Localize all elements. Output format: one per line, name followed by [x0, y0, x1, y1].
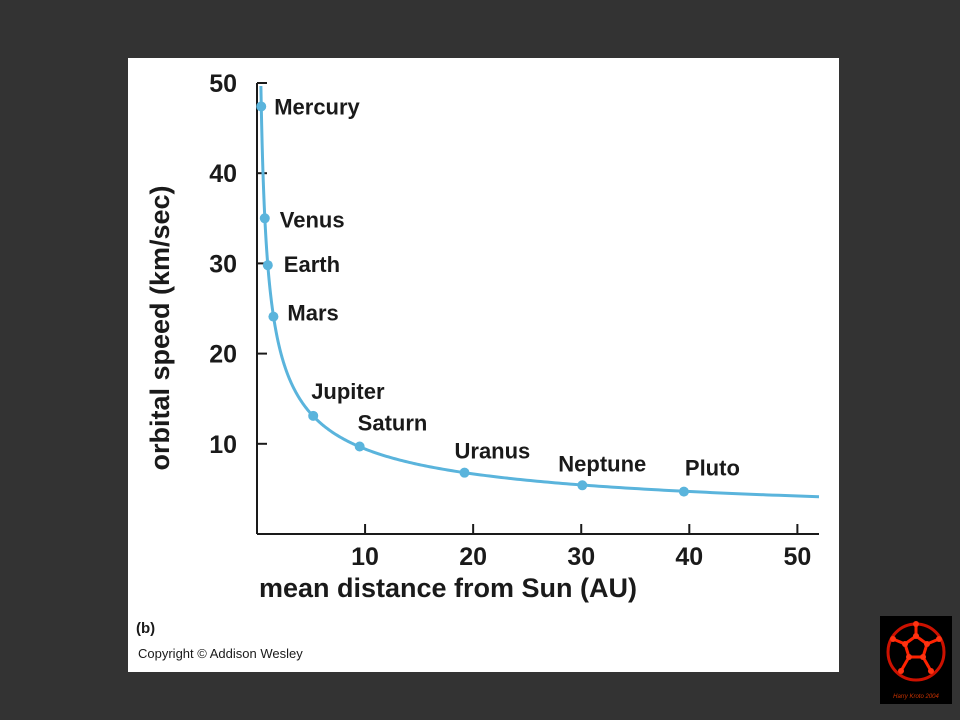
y-axis-title: orbital speed (km/sec)	[145, 185, 175, 470]
planet-labels: Mercury Venus Earth Mars Jupiter Saturn Uranus…	[274, 94, 740, 480]
figure-panel: 10 20 30 40 50 10 20 30 40 50 Mercury Venus Earth Ma…	[128, 58, 839, 672]
point-saturn	[354, 441, 365, 452]
point-jupiter	[308, 410, 319, 421]
point-venus	[259, 213, 270, 224]
label-saturn: Saturn	[358, 411, 428, 436]
x-tick-label: 20	[459, 543, 487, 571]
point-uranus	[459, 467, 470, 478]
orbital-speed-curve	[259, 85, 820, 499]
label-mars: Mars	[287, 301, 338, 326]
copyright-text: Copyright © Addison Wesley	[138, 646, 303, 661]
orbital-speed-chart: 10 20 30 40 50 10 20 30 40 50 Mercury Venus Earth Ma…	[145, 70, 820, 603]
label-neptune: Neptune	[558, 451, 646, 476]
y-tick-label: 10	[209, 431, 237, 459]
label-mercury: Mercury	[274, 94, 360, 119]
chart-axes	[256, 83, 819, 535]
label-pluto: Pluto	[685, 456, 740, 481]
label-jupiter: Jupiter	[311, 379, 385, 404]
x-axis-title: mean distance from Sun (AU)	[259, 573, 637, 603]
logo-caption: Harry Kroto 2004	[893, 694, 939, 700]
buckyball-icon	[886, 621, 946, 682]
chart-ticks: 10 20 30 40 50 10 20 30 40 50	[209, 70, 811, 571]
x-tick-label: 50	[783, 543, 811, 571]
x-tick-label: 30	[567, 543, 595, 571]
label-uranus: Uranus	[455, 439, 531, 464]
y-tick-label: 50	[209, 70, 237, 98]
planet-points	[256, 101, 689, 497]
point-mars	[268, 311, 279, 322]
y-tick-label: 20	[209, 341, 237, 369]
label-venus: Venus	[280, 207, 345, 232]
y-tick-label: 40	[209, 160, 237, 188]
x-tick-label: 10	[351, 543, 379, 571]
x-tick-label: 40	[675, 543, 703, 571]
point-neptune	[577, 480, 588, 491]
point-pluto	[678, 486, 689, 497]
point-mercury	[256, 101, 267, 112]
panel-label: (b)	[136, 620, 156, 637]
point-earth	[262, 260, 273, 271]
buckyball-logo: Harry Kroto 2004	[880, 616, 952, 704]
y-tick-label: 30	[209, 250, 237, 278]
label-earth: Earth	[284, 252, 340, 277]
